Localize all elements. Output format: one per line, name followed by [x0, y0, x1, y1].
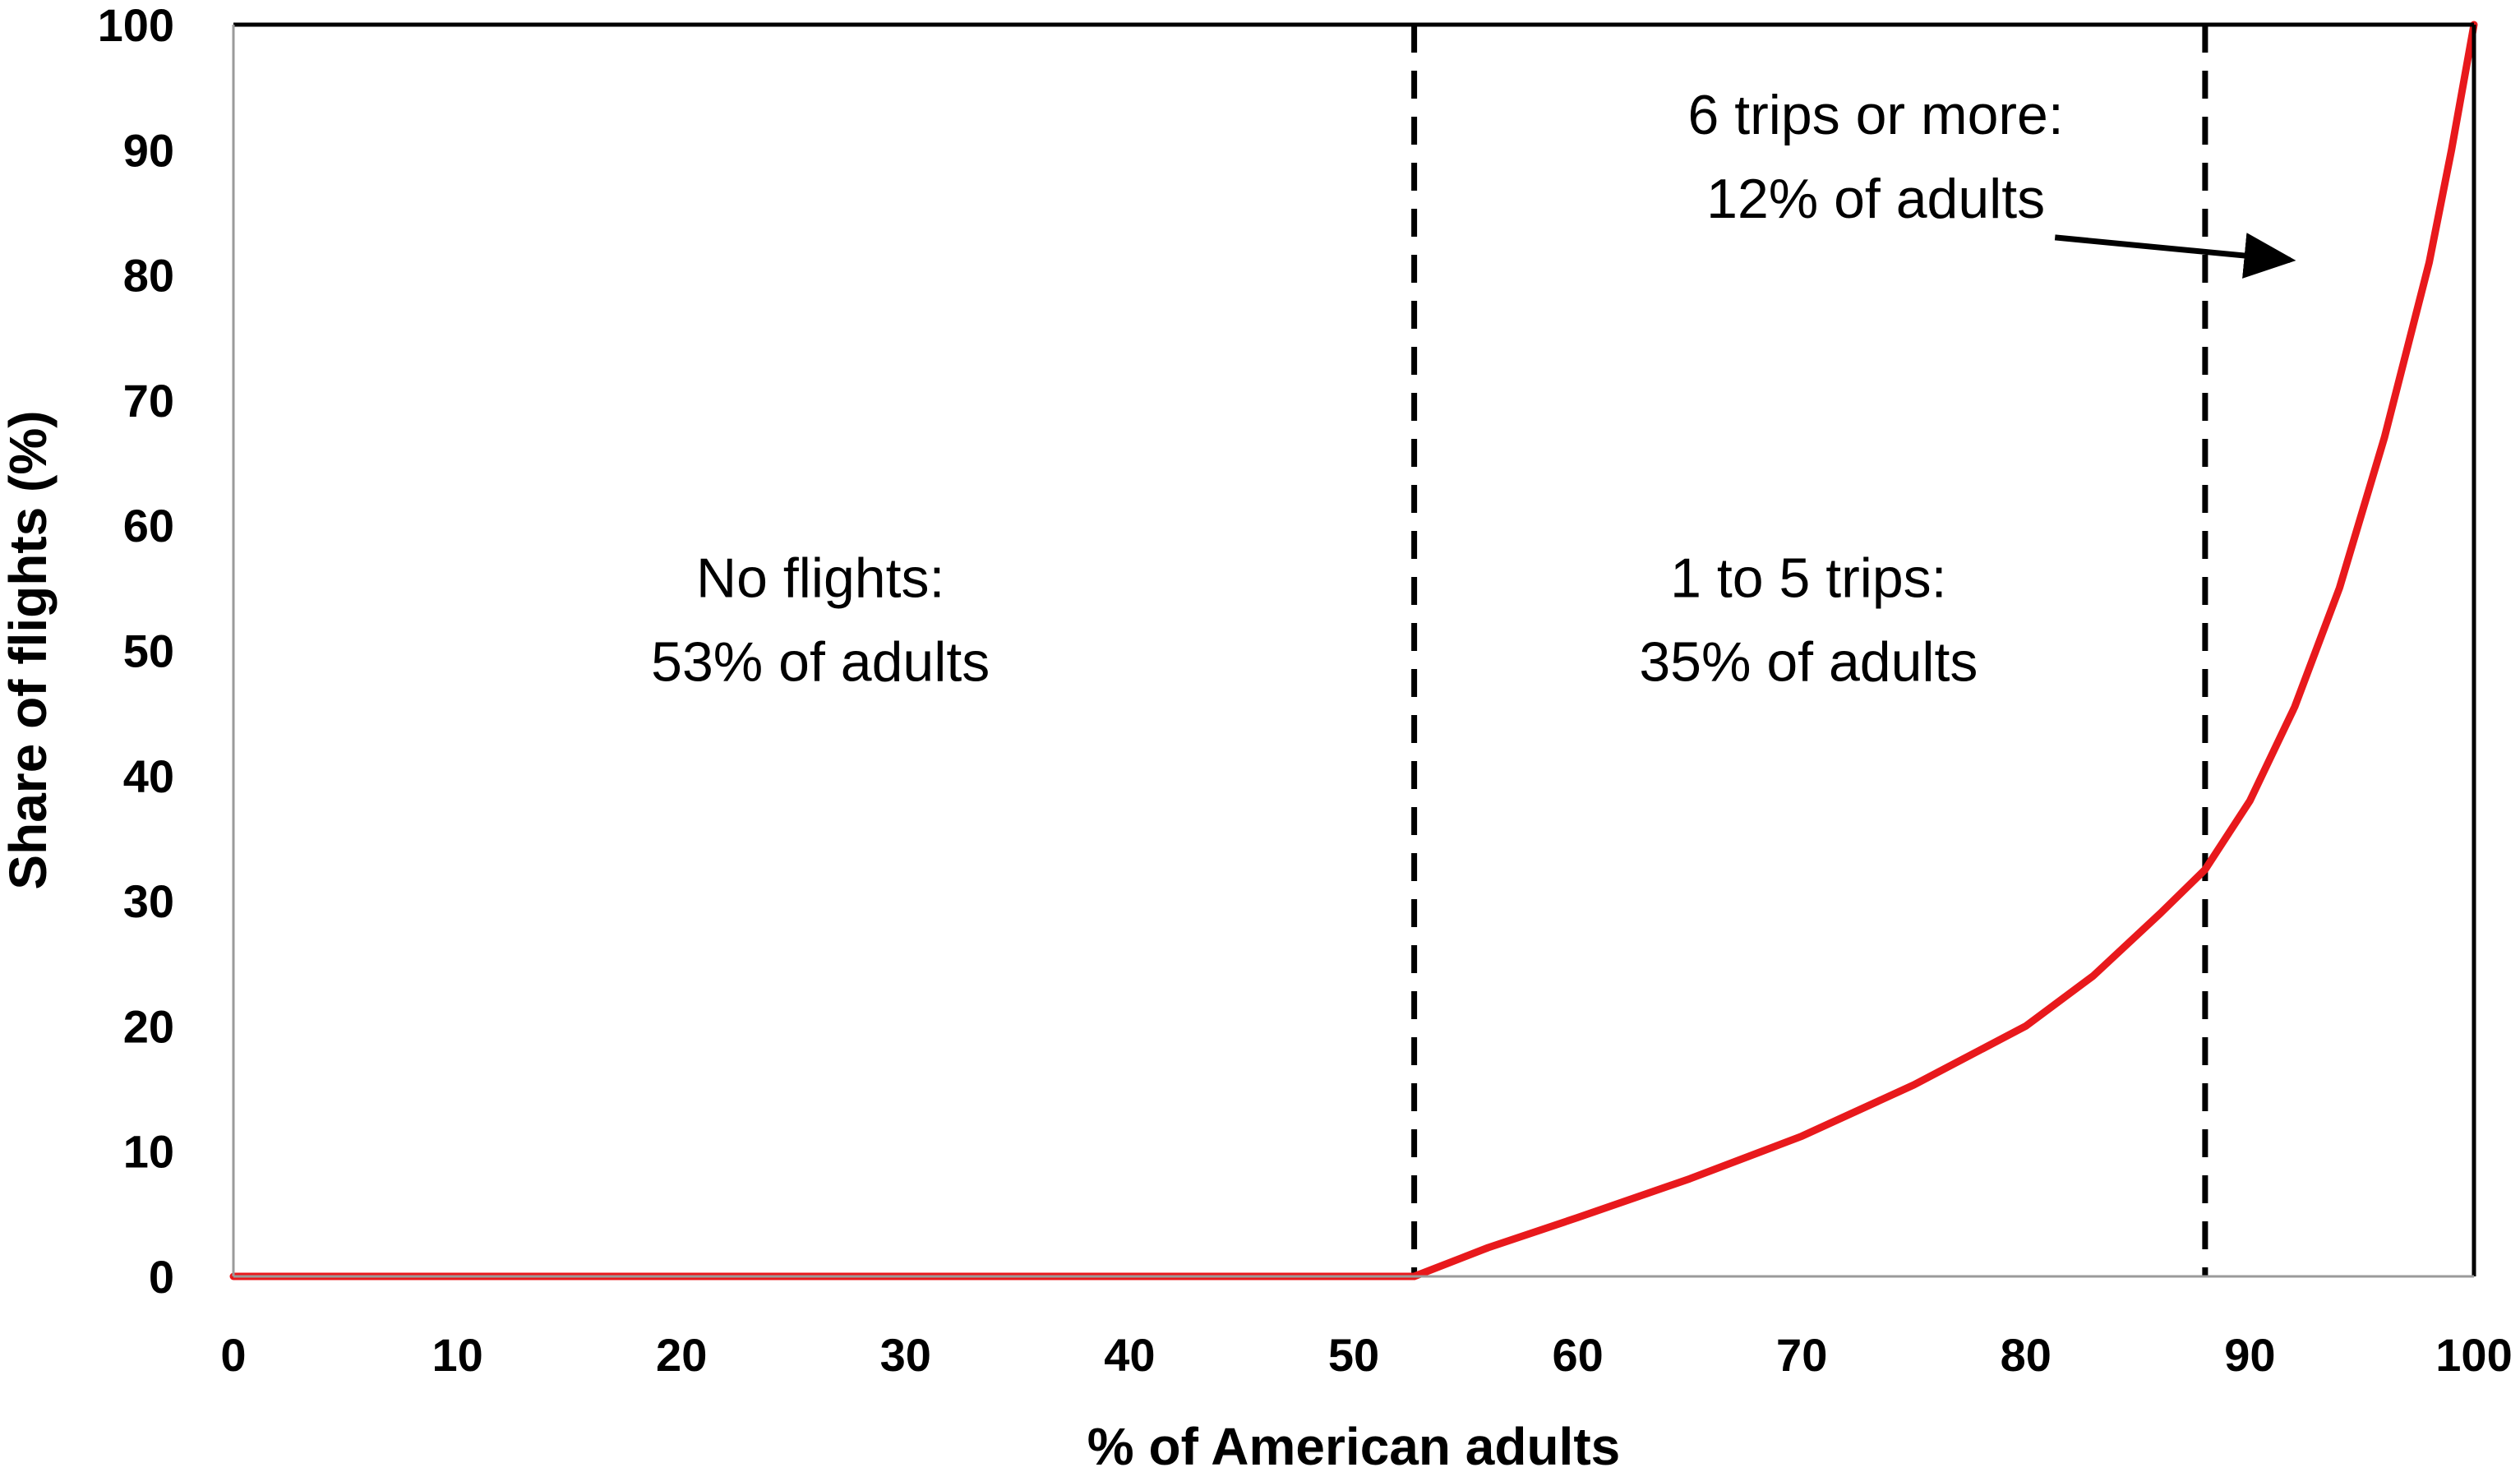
y-tick-label: 90: [123, 124, 174, 176]
annotation-text: 12% of adults: [1706, 168, 2045, 230]
annotation-arrow: [2054, 233, 2296, 279]
plot-area: [233, 25, 2474, 1276]
y-tick-label: 40: [123, 750, 174, 802]
x-tick-label: 50: [1328, 1329, 1379, 1381]
x-tick-label: 20: [656, 1329, 707, 1381]
y-axis-title: Share of flights (%): [0, 410, 58, 889]
series-line-1: [229, 21, 2478, 1281]
x-tick-label: 90: [2224, 1329, 2275, 1381]
series-group: [229, 21, 2478, 1281]
annotation-six-plus: 6 trips or more: 12% of adults: [1688, 84, 2296, 279]
x-tick-label: 70: [1776, 1329, 1827, 1381]
y-tick-label: 10: [123, 1126, 174, 1178]
x-tick-label: 40: [1104, 1329, 1155, 1381]
annotation-text: 35% of adults: [1639, 630, 1978, 693]
y-tick-label: 70: [123, 375, 174, 427]
x-tick-label: 80: [2001, 1329, 2052, 1381]
y-tick-label: 50: [123, 625, 174, 677]
y-tick-label: 80: [123, 250, 174, 302]
y-tick-label: 30: [123, 875, 174, 927]
annotations: No flights: 53% of adults 1 to 5 trips: 35%…: [651, 84, 2296, 693]
x-tick-labels: 0 10 20 30 40 50 60 70 80 90 100: [220, 1329, 2512, 1381]
annotation-text: No flights:: [696, 547, 944, 609]
y-tick-label: 100: [98, 0, 174, 51]
plot-frame: [232, 22, 2476, 1278]
y-tick-label: 0: [149, 1251, 174, 1303]
x-tick-label: 30: [880, 1329, 931, 1381]
annotation-text: 53% of adults: [651, 630, 990, 693]
x-tick-label: 60: [1552, 1329, 1603, 1381]
annotation-text: 6 trips or more:: [1688, 84, 2064, 146]
y-tick-labels: 0 10 20 30 40 50 60 70 80 90 100: [98, 0, 174, 1303]
x-tick-label: 0: [220, 1329, 246, 1381]
x-tick-label: 100: [2435, 1329, 2512, 1381]
annotation-one-to-five: 1 to 5 trips: 35% of adults: [1639, 547, 1978, 693]
y-tick-label: 60: [123, 500, 174, 551]
divider-lines: [1411, 25, 2208, 1276]
y-tick-label: 20: [123, 1000, 174, 1052]
annotation-no-flights: No flights: 53% of adults: [651, 547, 990, 693]
x-axis-title: % of American adults: [1087, 1417, 1620, 1472]
annotation-text: 1 to 5 trips:: [1670, 547, 1946, 609]
x-tick-label: 10: [432, 1329, 482, 1381]
